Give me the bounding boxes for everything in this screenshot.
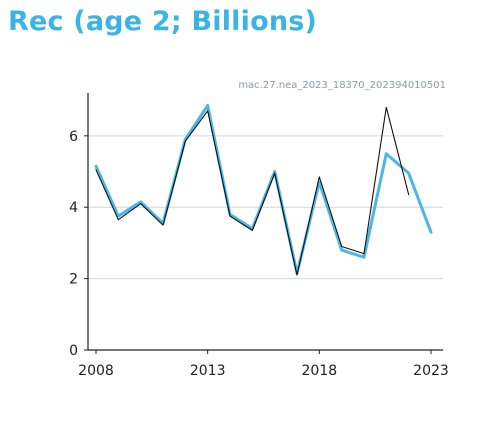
- axes: [84, 93, 443, 354]
- y-tick-label-4: 4: [69, 200, 78, 216]
- tick-labels: 0 2 4 6 2008 2013 2018 2023: [69, 129, 449, 379]
- chart-title: Rec (age 2; Billions): [8, 6, 318, 37]
- y-tick-label-6: 6: [69, 129, 78, 145]
- x-tick-label-2013: 2013: [190, 363, 226, 379]
- series-line-black: [95, 106, 410, 276]
- y-tick-label-0: 0: [69, 343, 78, 359]
- x-tick-label-2023: 2023: [413, 363, 449, 379]
- x-tick-label-2008: 2008: [78, 363, 114, 379]
- series-line-blue: [94, 104, 433, 275]
- x-tick-label-2018: 2018: [302, 363, 338, 379]
- run-id-label: mac.27.nea_2023_18370_202394010501: [238, 80, 446, 91]
- series-lines: [94, 104, 433, 276]
- y-tick-label-2: 2: [69, 272, 78, 288]
